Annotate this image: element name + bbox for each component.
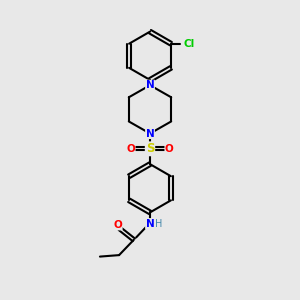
Text: N: N <box>146 219 154 229</box>
Text: S: S <box>146 142 154 155</box>
Text: Cl: Cl <box>183 39 194 49</box>
Text: H: H <box>154 219 162 229</box>
Text: O: O <box>165 144 173 154</box>
Text: N: N <box>146 128 154 139</box>
Text: O: O <box>113 220 122 230</box>
Text: O: O <box>127 144 135 154</box>
Text: N: N <box>146 80 154 90</box>
